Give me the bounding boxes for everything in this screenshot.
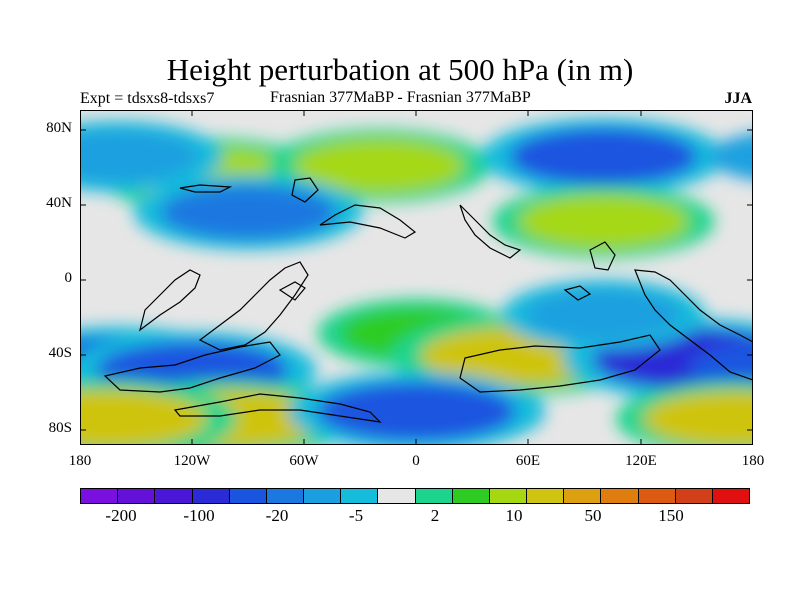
coastline <box>278 281 306 301</box>
colorbar-swatch <box>378 489 416 503</box>
season-label: JJA <box>724 90 752 107</box>
y-tick-label: 40N <box>46 195 72 211</box>
colorbar-swatch <box>304 489 342 503</box>
colorbar-label: -200 <box>105 506 137 525</box>
anomaly-core <box>80 391 153 445</box>
height-field <box>80 118 753 445</box>
colorbar-label: -20 <box>265 506 289 525</box>
y-tick-label: 0 <box>64 270 73 286</box>
map-plot <box>80 110 753 445</box>
colorbar-label: 10 <box>505 506 523 525</box>
colorbar-label: 2 <box>430 506 440 525</box>
coastline <box>319 204 417 239</box>
coastlines <box>103 177 753 423</box>
colorbar-swatch <box>266 489 305 503</box>
y-tick-label: 80S <box>48 420 72 436</box>
colorbar-label: -100 <box>183 506 215 525</box>
coastline <box>179 184 233 193</box>
anomaly-core <box>518 194 689 249</box>
tick-marks <box>80 110 753 445</box>
colorbar-swatch <box>452 489 490 503</box>
anomaly-core <box>509 128 698 185</box>
colorbar-label: 150 <box>658 506 684 525</box>
colorbar-swatch <box>81 489 119 503</box>
colorbar-swatch <box>675 489 713 503</box>
colorbar <box>80 488 750 504</box>
x-tick-label: 180 <box>741 453 765 469</box>
y-tick-label: 80N <box>46 120 72 136</box>
x-tick-label: 180 <box>68 453 92 469</box>
x-tick-label: 120E <box>625 453 657 469</box>
coastline <box>589 241 616 271</box>
colorbar-swatch <box>341 489 379 503</box>
colorbar-swatch <box>489 489 528 503</box>
colorbar-swatch <box>527 489 565 503</box>
anomaly-core <box>709 133 753 180</box>
coastline <box>173 393 382 423</box>
anomaly-core <box>688 339 753 395</box>
coastline <box>459 334 661 393</box>
colorbar-swatch <box>229 489 267 503</box>
coastline <box>563 285 592 301</box>
anomaly-core <box>317 382 516 441</box>
x-tick-label: 60E <box>515 453 541 469</box>
anomaly-core <box>525 288 682 341</box>
x-tick-label: 0 <box>412 453 420 469</box>
chart-title: Height perturbation at 500 hPa (in m) <box>166 52 634 87</box>
x-tick-label: 120W <box>173 453 211 469</box>
colorbar-swatch <box>638 489 676 503</box>
colorbar-label: -5 <box>348 506 364 525</box>
coastline <box>634 269 753 381</box>
colorbar-swatch <box>712 489 750 503</box>
colorbar-swatch <box>192 489 230 503</box>
colorbar-swatch <box>118 489 156 503</box>
coastline <box>198 261 309 351</box>
anomaly-core <box>643 390 753 445</box>
coastline <box>139 269 201 332</box>
colorbar-swatch <box>601 489 639 503</box>
y-tick-label: 40S <box>48 345 72 361</box>
colorbar-label: 50 <box>584 506 602 525</box>
anomaly-core <box>80 130 199 183</box>
coastline <box>291 177 319 203</box>
coastline <box>103 341 281 393</box>
x-tick-label: 60W <box>289 453 319 469</box>
colorbar-swatch <box>415 489 453 503</box>
coastline <box>459 204 522 259</box>
experiment-label: Expt = tdsxs8-tdsxs7 <box>80 90 215 107</box>
anomaly-core <box>160 184 337 240</box>
anomaly-core <box>293 138 465 193</box>
colorbar-swatch <box>564 489 602 503</box>
period-label: Frasnian 377MaBP - Frasnian 377MaBP <box>270 89 531 106</box>
colorbar-swatch <box>155 489 193 503</box>
